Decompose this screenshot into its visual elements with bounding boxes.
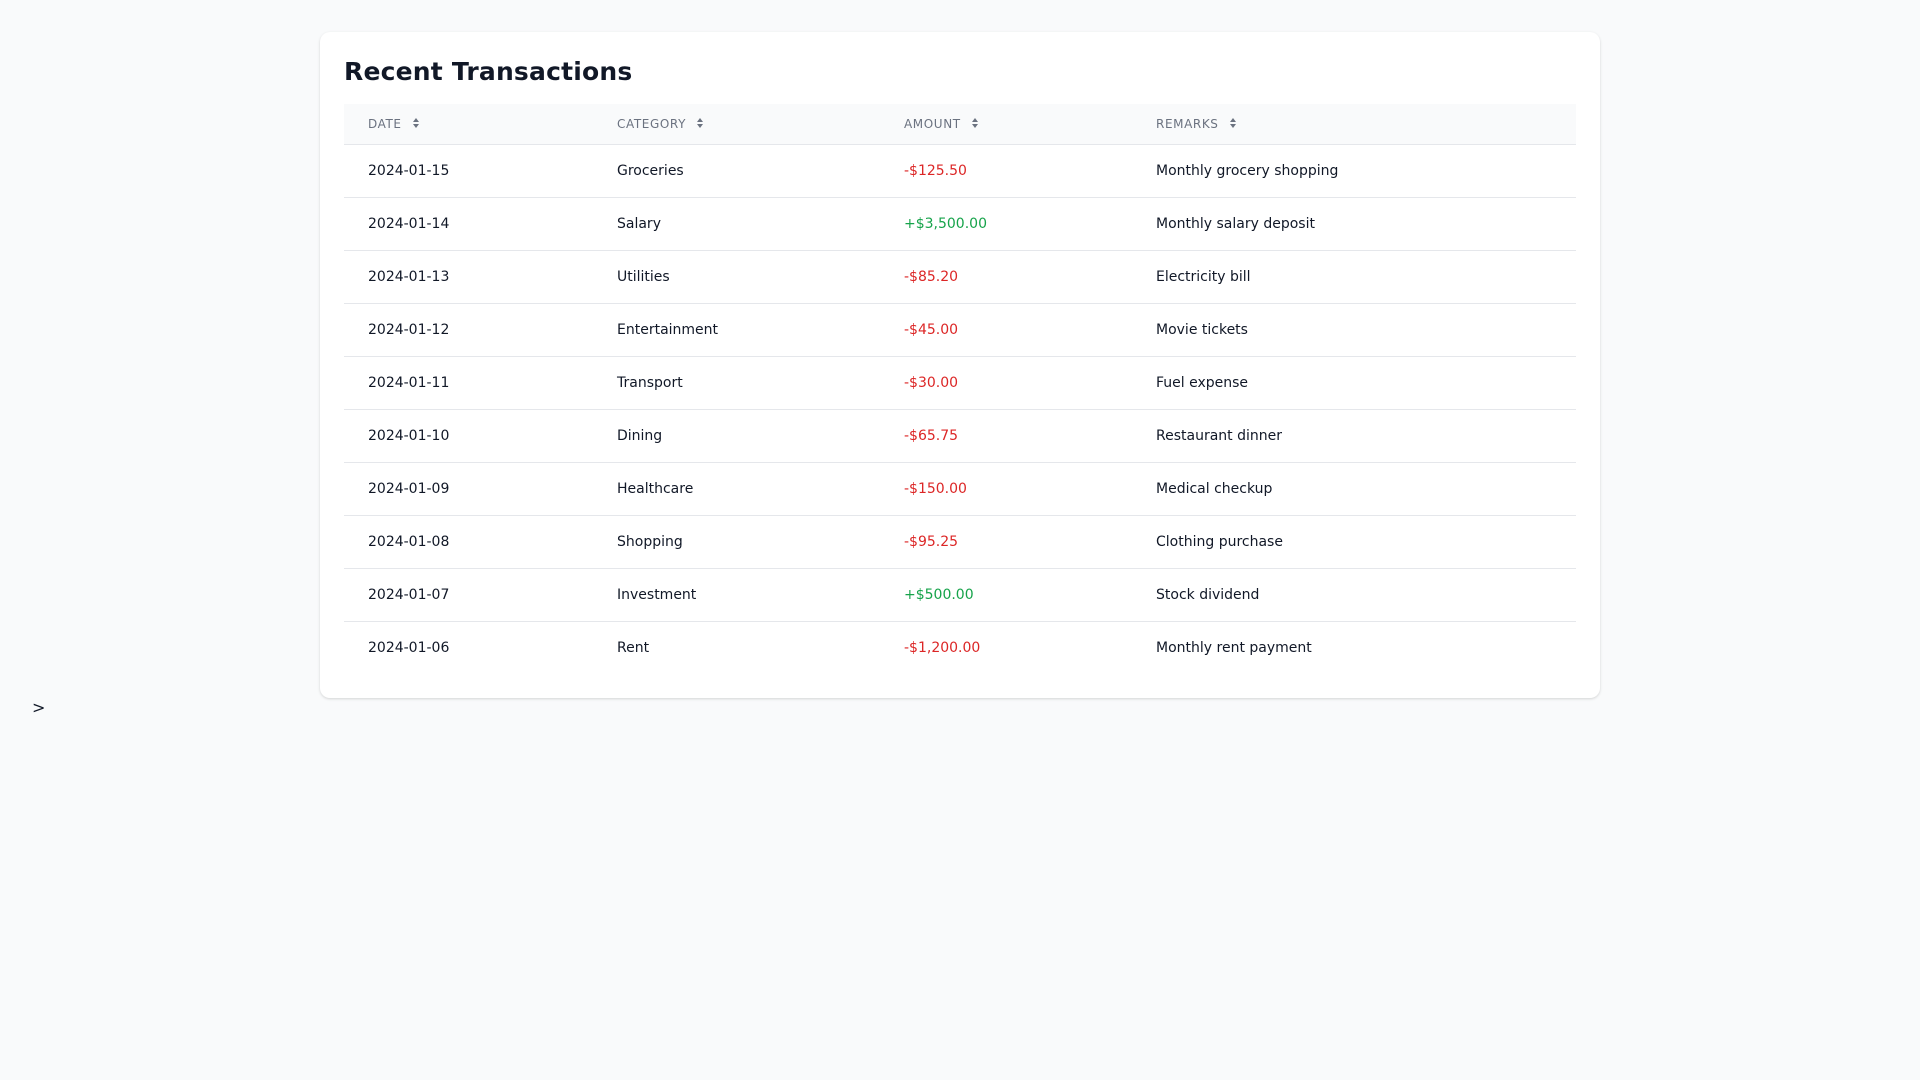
table-row[interactable]: 2024-01-09 Healthcare -$150.00 Medical c… <box>344 462 1576 516</box>
cell-amount: -$150.00 <box>880 462 1132 516</box>
cell-category: Healthcare <box>593 462 880 516</box>
cell-amount: -$65.75 <box>880 409 1132 463</box>
cell-date: 2024-01-13 <box>344 250 593 304</box>
cell-remarks: Fuel expense <box>1132 356 1576 410</box>
cell-date: 2024-01-12 <box>344 303 593 357</box>
cell-amount: -$125.50 <box>880 144 1132 198</box>
column-header-remarks-label: REMARKS <box>1156 116 1219 131</box>
cell-remarks: Stock dividend <box>1132 568 1576 622</box>
sort-icon[interactable] <box>1229 117 1237 129</box>
cell-amount: -$45.00 <box>880 303 1132 357</box>
table-row[interactable]: 2024-01-12 Entertainment -$45.00 Movie t… <box>344 303 1576 357</box>
column-header-date-label: DATE <box>368 116 402 131</box>
sort-icon[interactable] <box>696 117 704 129</box>
table-row[interactable]: 2024-01-14 Salary +$3,500.00 Monthly sal… <box>344 197 1576 251</box>
cell-amount: -$85.20 <box>880 250 1132 304</box>
column-header-remarks[interactable]: REMARKS <box>1132 104 1576 145</box>
column-header-amount-label: AMOUNT <box>904 116 961 131</box>
cell-amount: +$500.00 <box>880 568 1132 622</box>
cell-date: 2024-01-14 <box>344 197 593 251</box>
table-row[interactable]: 2024-01-10 Dining -$65.75 Restaurant din… <box>344 409 1576 463</box>
cell-remarks: Movie tickets <box>1132 303 1576 357</box>
cell-category: Groceries <box>593 144 880 198</box>
cell-date: 2024-01-15 <box>344 144 593 198</box>
cell-remarks: Monthly grocery shopping <box>1132 144 1576 198</box>
cell-category: Rent <box>617 639 650 656</box>
column-header-category[interactable]: CATEGORY <box>593 104 880 145</box>
column-header-amount[interactable]: AMOUNT <box>880 104 1132 145</box>
cell-remarks: Restaurant dinner <box>1132 409 1576 463</box>
column-header-category-label: CATEGORY <box>617 116 687 131</box>
cell-category: Salary <box>593 197 880 251</box>
sort-icon[interactable] <box>971 117 979 129</box>
header-row: DATE CATEGORY AMOUNT REMARKS <box>344 104 1576 145</box>
table-row[interactable]: 2024-01-08 Shopping -$95.25 Clothing pur… <box>344 515 1576 569</box>
cell-date: 2024-01-08 <box>344 515 593 569</box>
cell-amount: -$95.25 <box>880 515 1132 569</box>
table-header: DATE CATEGORY AMOUNT REMARKS <box>344 104 1576 145</box>
table-row[interactable]: 2024-01-11 Transport -$30.00 Fuel expens… <box>344 356 1576 410</box>
cell-date: 2024-01-10 <box>344 409 593 463</box>
table-row[interactable]: 2024-01-15 Groceries -$125.50 Monthly gr… <box>344 144 1576 198</box>
table-row[interactable]: 2024-01-07 Investment +$500.00 Stock div… <box>344 568 1576 622</box>
cell-date: 2024-01-11 <box>344 356 593 410</box>
cell-remarks: Medical checkup <box>1132 462 1576 516</box>
cell-amount: +$3,500.00 <box>880 197 1132 251</box>
transactions-table: DATE CATEGORY AMOUNT REMARKS 2024-01-15 … <box>344 104 1576 674</box>
cell-category: Dining <box>593 409 880 463</box>
cell-date: 2024-01-09 <box>344 462 593 516</box>
cell-amount: -$30.00 <box>880 356 1132 410</box>
cell-amount: -$1,200.00 <box>904 639 981 656</box>
cell-remarks: Monthly rent payment <box>1156 639 1312 656</box>
transactions-card: Recent Transactions DATE CATEGORY AMOUNT… <box>320 32 1600 698</box>
table-body: 2024-01-15 Groceries -$125.50 Monthly gr… <box>344 144 1576 674</box>
prompt-indicator: > <box>32 698 46 717</box>
cell-remarks: Monthly salary deposit <box>1132 197 1576 251</box>
card-title: Recent Transactions <box>344 57 633 86</box>
cell-category: Entertainment <box>593 303 880 357</box>
cell-remarks: Clothing purchase <box>1132 515 1576 569</box>
cell-date: 2024-01-07 <box>344 568 593 622</box>
cell-date: 2024-01-06 <box>368 639 450 656</box>
cell-remarks: Electricity bill <box>1132 250 1576 304</box>
sort-icon[interactable] <box>412 117 420 129</box>
cell-category: Investment <box>593 568 880 622</box>
cell-category: Shopping <box>593 515 880 569</box>
cell-category: Transport <box>593 356 880 410</box>
column-header-date[interactable]: DATE <box>344 104 593 145</box>
table-row[interactable]: 2024-01-13 Utilities -$85.20 Electricity… <box>344 250 1576 304</box>
table-row[interactable]: 2024-01-06 Rent -$1,200.00 Monthly rent … <box>344 621 1576 674</box>
cell-category: Utilities <box>593 250 880 304</box>
